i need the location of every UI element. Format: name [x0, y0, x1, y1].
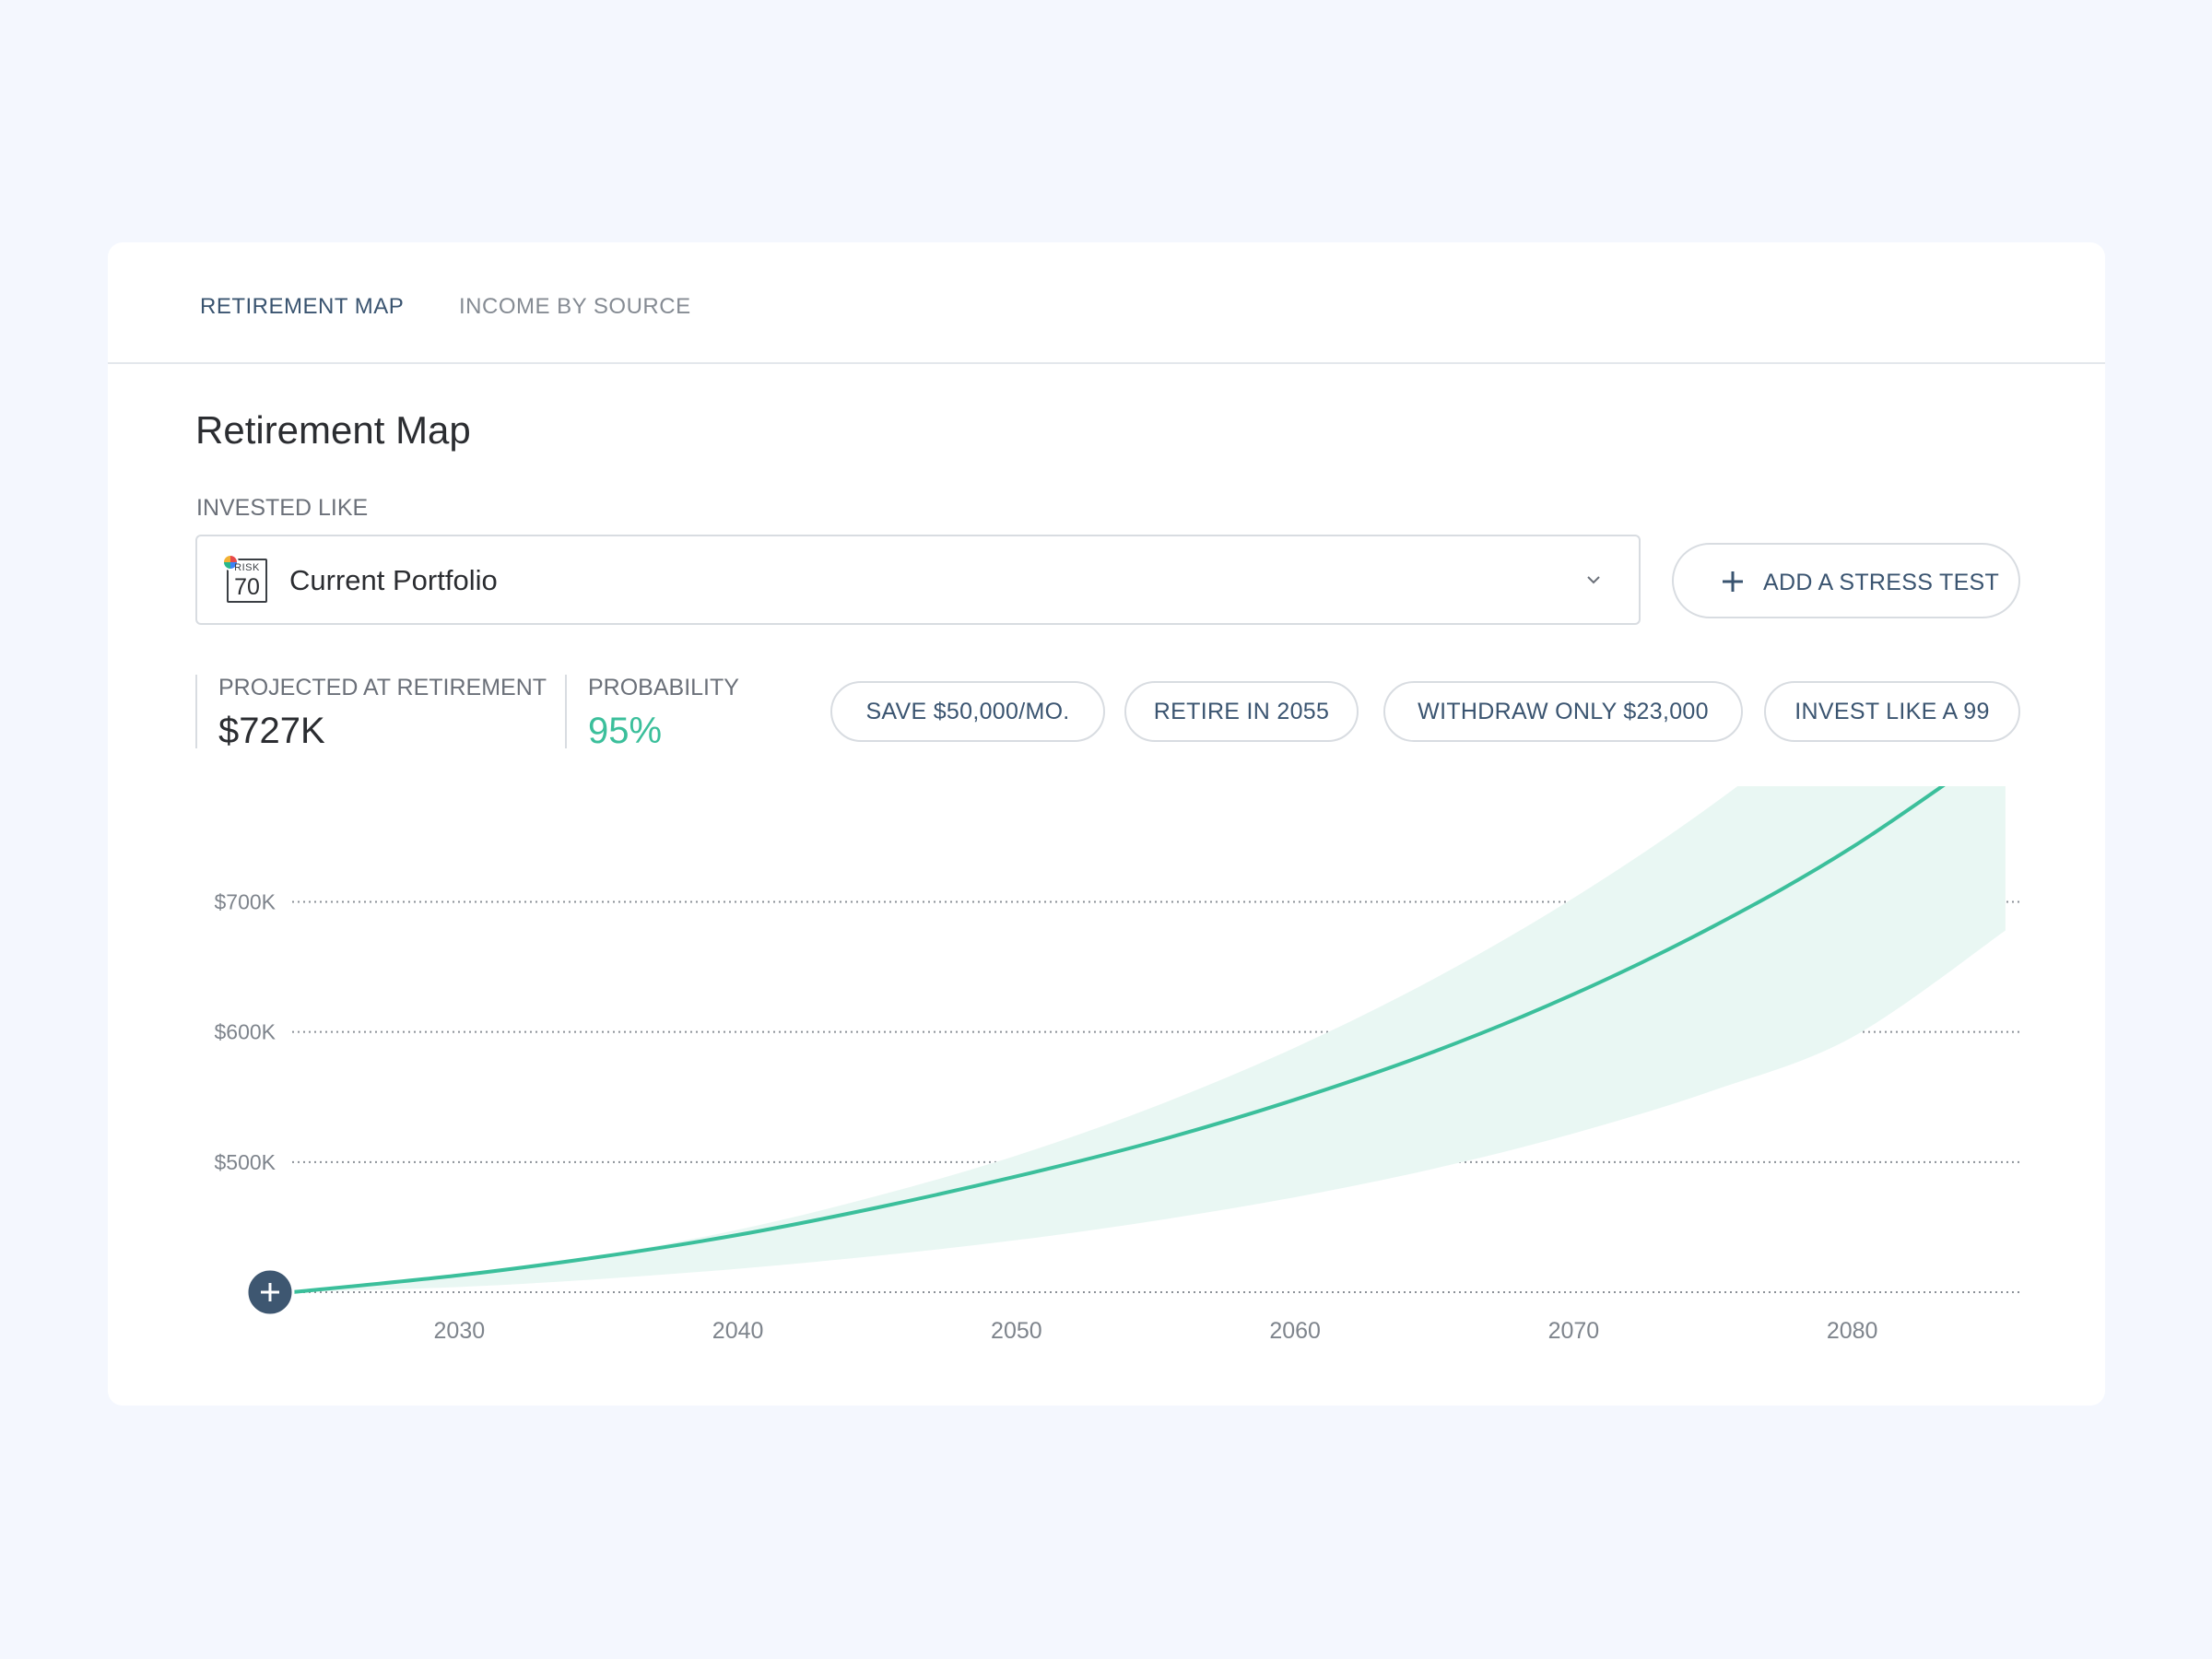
tab-bar: RETIREMENT MAP INCOME BY SOURCE	[108, 242, 2105, 364]
tab-retirement-map[interactable]: RETIREMENT MAP	[200, 294, 405, 319]
risk-color-dot	[222, 554, 239, 571]
y-tick-label: $600K	[214, 1020, 276, 1044]
page-title: Retirement Map	[195, 408, 471, 452]
invested-like-label: INVESTED LIKE	[196, 495, 369, 521]
withdraw-only-button[interactable]: WITHDRAW ONLY $23,000	[1383, 681, 1743, 742]
projection-range-band	[292, 786, 2006, 1292]
tab-income-by-source[interactable]: INCOME BY SOURCE	[459, 294, 691, 319]
retire-in-button[interactable]: RETIRE IN 2055	[1124, 681, 1359, 742]
risk-badge-label: RISK	[234, 562, 260, 573]
risk-badge-number: 70	[234, 574, 260, 600]
portfolio-select-value: Current Portfolio	[289, 564, 498, 596]
chevron-down-icon	[1587, 576, 1600, 584]
probability-value: 95%	[588, 711, 663, 751]
projected-stat: PROJECTED AT RETIREMENT $727K	[195, 675, 547, 751]
y-tick-label: $500K	[214, 1150, 276, 1174]
add-stress-test-button[interactable]: ADD A STRESS TEST	[1672, 543, 2020, 618]
probability-stat: PROBABILITY 95%	[565, 675, 739, 751]
save-monthly-button[interactable]: SAVE $50,000/MO.	[830, 681, 1105, 742]
portfolio-select[interactable]: RISK 70 Current Portfolio	[195, 535, 1641, 625]
x-tick-label: 2070	[1548, 1318, 1600, 1344]
retirement-projection-chart: $500K$600K$700K$800K$900K$1.0M2030204020…	[214, 786, 2019, 1344]
projected-label: PROJECTED AT RETIREMENT	[218, 675, 547, 700]
x-tick-label: 2040	[712, 1318, 764, 1344]
x-tick-label: 2050	[991, 1318, 1042, 1344]
x-tick-label: 2080	[1827, 1318, 1878, 1344]
plus-icon	[1723, 571, 1743, 592]
x-tick-label: 2060	[1269, 1318, 1321, 1344]
y-tick-label: $700K	[214, 890, 276, 914]
probability-label: PROBABILITY	[588, 675, 739, 700]
invest-like-button[interactable]: INVEST LIKE A 99	[1764, 681, 2020, 742]
x-tick-label: 2030	[434, 1318, 486, 1344]
add-stress-test-label: ADD A STRESS TEST	[1763, 570, 2000, 595]
risk-score-icon: RISK 70	[222, 554, 267, 603]
median-projection-line	[291, 786, 1946, 1294]
projected-value: $727K	[218, 711, 325, 751]
retirement-card: RETIREMENT MAP INCOME BY SOURCE Retireme…	[108, 242, 2105, 1406]
